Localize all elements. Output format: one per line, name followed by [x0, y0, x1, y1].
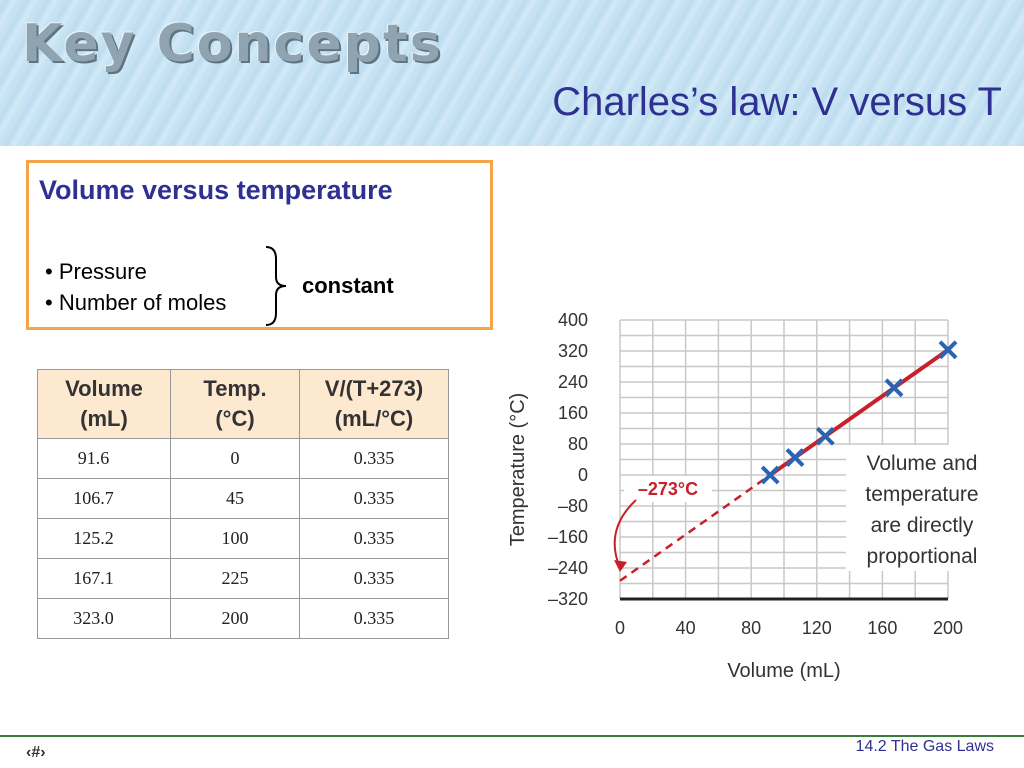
- data-point: [785, 448, 805, 467]
- page-number: ‹#›: [26, 744, 46, 761]
- box-title: Volume versus temperature: [39, 175, 393, 205]
- y-tick-label: 0: [578, 465, 588, 485]
- col-header-ratio: V/(T+273) (mL/°C): [299, 369, 449, 439]
- proportional-note-line: Volume and: [867, 452, 978, 475]
- data-point: [760, 465, 780, 485]
- y-tick-label: 320: [558, 341, 588, 361]
- footer-divider: [0, 735, 1024, 737]
- table-row: 91.6 0 0.335: [37, 438, 449, 479]
- y-tick-label: –320: [548, 589, 588, 609]
- y-tick-label: –160: [548, 527, 588, 547]
- table-row: 323.0 200 0.335: [37, 598, 449, 639]
- data-point-stroke: [938, 340, 958, 360]
- data-point-stroke: [884, 378, 904, 398]
- key-concepts-logo: Key Concepts: [22, 14, 443, 74]
- arrowhead-icon: [614, 560, 627, 572]
- extrapolation-line: [619, 473, 771, 582]
- footer-section: 14.2 The Gas Laws: [855, 738, 994, 755]
- data-point: [815, 426, 835, 446]
- x-tick-label: 80: [741, 618, 761, 638]
- y-tick-label: –240: [548, 558, 588, 578]
- note-background: [846, 445, 998, 571]
- proportional-note-line: proportional: [867, 545, 978, 568]
- data-point-stroke: [760, 465, 780, 485]
- bullet-moles: • Number of moles: [45, 290, 227, 315]
- table-row: 167.1 225 0.335: [37, 558, 449, 599]
- y-tick-label: 240: [558, 372, 588, 392]
- annotation-background: [624, 476, 712, 502]
- col-header-volume: Volume (mL): [37, 369, 171, 439]
- y-tick-label: 80: [568, 434, 588, 454]
- volume-temperature-chart: 400 320 240 160 80 0 –80 –160 –240 –320 0 40 80 120 16…: [507, 310, 998, 682]
- constant-label: constant: [302, 273, 394, 298]
- col-header-temp: Temp. (°C): [170, 369, 300, 439]
- data-point-stroke: [815, 426, 835, 446]
- x-axis-label: Volume (mL): [727, 660, 840, 682]
- brace-icon: [265, 246, 287, 326]
- y-tick-label: –80: [558, 496, 588, 516]
- slide-title: Charles’s law: V versus T: [552, 80, 1002, 124]
- y-axis-label: Temperature (°C): [507, 393, 529, 547]
- x-tick-label: 0: [615, 618, 625, 638]
- data-table: Volume (mL) Temp. (°C) V/(T+273) (mL/°C) 91…: [37, 369, 449, 639]
- table-row: 125.2 100 0.335: [37, 518, 449, 559]
- absolute-zero-label: –273°C: [638, 479, 698, 499]
- x-tick-label: 160: [867, 618, 897, 638]
- data-point-stroke: [785, 448, 805, 467]
- header-banner: Key Concepts Charles’s law: V versus T: [0, 0, 1024, 146]
- y-tick-label: 400: [558, 310, 588, 330]
- proportional-note-line: temperature: [865, 483, 978, 506]
- bullet-pressure: • Pressure: [45, 259, 147, 284]
- proportional-note-line: are directly: [871, 514, 974, 537]
- data-point: [884, 378, 904, 398]
- x-tick-label: 40: [676, 618, 696, 638]
- x-tick-label: 120: [802, 618, 832, 638]
- x-tick-label: 200: [933, 618, 963, 638]
- table-row: 106.7 45 0.335: [37, 478, 449, 519]
- data-point: [938, 340, 958, 360]
- annotation-arrow: [613, 499, 637, 569]
- conditions-box: Volume versus temperature • Pressure • N…: [26, 160, 493, 330]
- y-tick-label: 160: [558, 403, 588, 423]
